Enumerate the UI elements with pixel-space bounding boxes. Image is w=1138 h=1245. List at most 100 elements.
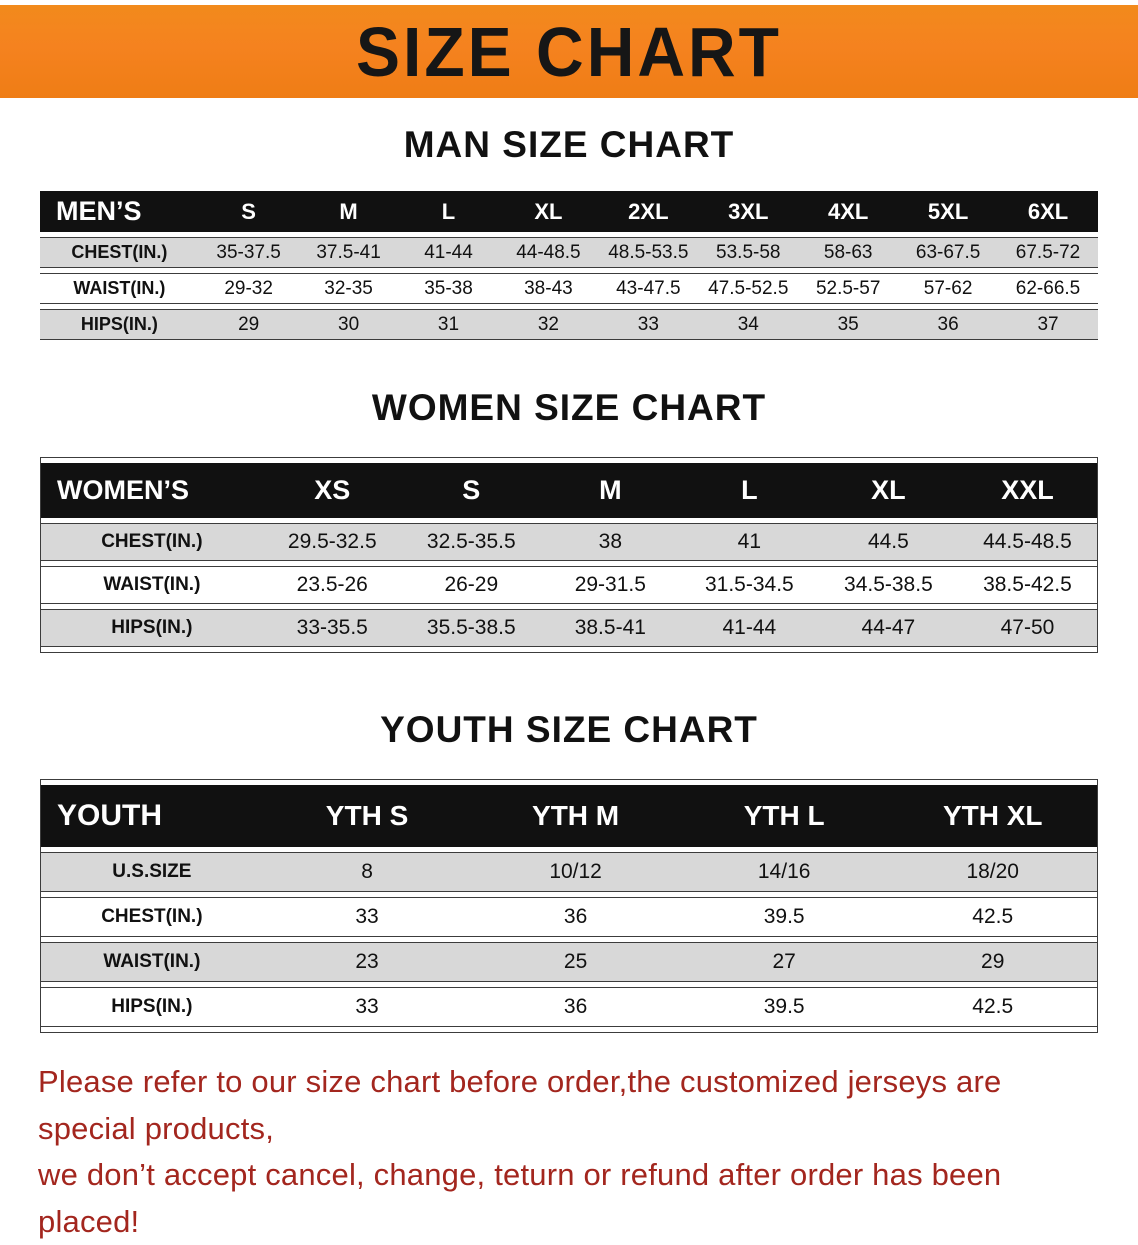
size-value-cell: 44.5-48.5 bbox=[957, 523, 1097, 561]
size-value-cell: 29-32 bbox=[198, 273, 299, 304]
table-row: HIPS(IN.) 33-35.5 35.5-38.5 38.5-41 41-44 44-… bbox=[41, 609, 1097, 647]
size-value-cell: 27 bbox=[679, 942, 889, 982]
table-row: CHEST(IN.) 29.5-32.5 32.5-35.5 38 41 44.5 44.5… bbox=[41, 523, 1097, 561]
size-value-cell: 44-48.5 bbox=[498, 237, 599, 268]
size-value-cell: 62-66.5 bbox=[998, 273, 1098, 304]
size-value-cell: 47.5-52.5 bbox=[698, 273, 799, 304]
size-value-cell: 42.5 bbox=[888, 987, 1097, 1027]
size-value-cell: 14/16 bbox=[679, 852, 889, 892]
size-value-cell: 23.5-26 bbox=[262, 566, 402, 604]
size-value-cell: 29 bbox=[198, 309, 299, 340]
size-value-cell: 48.5-53.5 bbox=[598, 237, 699, 268]
size-value-cell: 35-37.5 bbox=[198, 237, 299, 268]
size-column-header: M bbox=[298, 191, 399, 232]
table-row: WAIST(IN.) 29-32 32-35 35-38 38-43 43-47.5 47.… bbox=[40, 273, 1098, 304]
men-size-table: MEN’S S M L XL 2XL 3XL 4XL 5XL 6XL CHEST(IN.) 35-37… bbox=[40, 186, 1098, 345]
row-label-cell: HIPS(IN.) bbox=[40, 309, 199, 340]
size-value-cell: 47-50 bbox=[957, 609, 1097, 647]
size-value-cell: 29.5-32.5 bbox=[262, 523, 402, 561]
size-value-cell: 36 bbox=[471, 987, 680, 1027]
women-size-table: WOMEN’S XS S M L XL XXL CHEST(IN.) 29.5-32.5 32.5… bbox=[41, 458, 1097, 652]
size-column-header: YTH S bbox=[262, 785, 472, 847]
size-column-header: 3XL bbox=[698, 191, 799, 232]
size-column-header: L bbox=[398, 191, 499, 232]
size-value-cell: 32.5-35.5 bbox=[401, 523, 541, 561]
size-value-cell: 30 bbox=[298, 309, 399, 340]
size-value-cell: 35 bbox=[798, 309, 899, 340]
size-value-cell: 35-38 bbox=[398, 273, 499, 304]
size-value-cell: 52.5-57 bbox=[798, 273, 899, 304]
table-row: HIPS(IN.) 29 30 31 32 33 34 35 36 37 bbox=[40, 309, 1098, 340]
size-value-cell: 32-35 bbox=[298, 273, 399, 304]
table-title-cell: YOUTH bbox=[41, 785, 263, 847]
size-value-cell: 33 bbox=[598, 309, 699, 340]
size-value-cell: 10/12 bbox=[471, 852, 680, 892]
size-column-header: 6XL bbox=[998, 191, 1098, 232]
row-label-cell: WAIST(IN.) bbox=[41, 566, 263, 604]
size-value-cell: 26-29 bbox=[401, 566, 541, 604]
size-value-cell: 44.5 bbox=[818, 523, 958, 561]
footer-notice-line2: we don’t accept cancel, change, teturn o… bbox=[38, 1157, 1002, 1239]
size-column-header: 4XL bbox=[798, 191, 899, 232]
size-value-cell: 8 bbox=[262, 852, 472, 892]
size-value-cell: 41-44 bbox=[398, 237, 499, 268]
footer-notice-line1: Please refer to our size chart before or… bbox=[38, 1064, 1002, 1146]
size-value-cell: 38.5-41 bbox=[540, 609, 680, 647]
size-column-header: YTH XL bbox=[888, 785, 1097, 847]
women-table-frame: WOMEN’S XS S M L XL XXL CHEST(IN.) 29.5-32.5 32.5… bbox=[40, 457, 1098, 653]
table-title-cell: MEN’S bbox=[40, 191, 199, 232]
row-label-cell: WAIST(IN.) bbox=[40, 273, 199, 304]
youth-size-table: YOUTH YTH S YTH M YTH L YTH XL U.S.SIZE 8 10/12… bbox=[41, 780, 1097, 1032]
size-value-cell: 29 bbox=[888, 942, 1097, 982]
size-column-header: M bbox=[540, 463, 680, 518]
header-row: YOUTH YTH S YTH M YTH L YTH XL bbox=[41, 785, 1097, 847]
table-row: WAIST(IN.) 23 25 27 29 bbox=[41, 942, 1097, 982]
size-value-cell: 58-63 bbox=[798, 237, 899, 268]
size-value-cell: 41-44 bbox=[679, 609, 819, 647]
header-row: WOMEN’S XS S M L XL XXL bbox=[41, 463, 1097, 518]
size-value-cell: 32 bbox=[498, 309, 599, 340]
men-chart-heading: MAN SIZE CHART bbox=[403, 124, 735, 165]
size-column-header: 5XL bbox=[898, 191, 999, 232]
row-label-cell: CHEST(IN.) bbox=[40, 237, 199, 268]
size-column-header: S bbox=[401, 463, 541, 518]
size-column-header: YTH M bbox=[471, 785, 680, 847]
size-value-cell: 39.5 bbox=[679, 987, 889, 1027]
size-value-cell: 41 bbox=[679, 523, 819, 561]
size-value-cell: 34 bbox=[698, 309, 799, 340]
size-value-cell: 35.5-38.5 bbox=[401, 609, 541, 647]
size-value-cell: 39.5 bbox=[679, 897, 889, 937]
size-value-cell: 43-47.5 bbox=[598, 273, 699, 304]
size-value-cell: 37.5-41 bbox=[298, 237, 399, 268]
row-label-cell: CHEST(IN.) bbox=[41, 523, 263, 561]
size-value-cell: 63-67.5 bbox=[898, 237, 999, 268]
size-value-cell: 33-35.5 bbox=[262, 609, 402, 647]
size-value-cell: 33 bbox=[262, 987, 472, 1027]
size-value-cell: 38 bbox=[540, 523, 680, 561]
size-value-cell: 38-43 bbox=[498, 273, 599, 304]
size-value-cell: 42.5 bbox=[888, 897, 1097, 937]
footer-notice: Please refer to our size chart before or… bbox=[38, 1059, 1100, 1245]
size-value-cell: 23 bbox=[262, 942, 472, 982]
women-chart-heading: WOMEN SIZE CHART bbox=[371, 387, 767, 428]
size-value-cell: 33 bbox=[262, 897, 472, 937]
size-value-cell: 67.5-72 bbox=[998, 237, 1098, 268]
youth-chart-heading: YOUTH SIZE CHART bbox=[380, 709, 758, 750]
table-row: U.S.SIZE 8 10/12 14/16 18/20 bbox=[41, 852, 1097, 892]
size-value-cell: 36 bbox=[898, 309, 999, 340]
size-column-header: 2XL bbox=[598, 191, 699, 232]
row-label-cell: CHEST(IN.) bbox=[41, 897, 263, 937]
size-value-cell: 53.5-58 bbox=[698, 237, 799, 268]
row-label-cell: WAIST(IN.) bbox=[41, 942, 263, 982]
size-value-cell: 44-47 bbox=[818, 609, 958, 647]
size-value-cell: 25 bbox=[471, 942, 680, 982]
size-value-cell: 34.5-38.5 bbox=[818, 566, 958, 604]
size-column-header: XXL bbox=[957, 463, 1097, 518]
size-column-header: YTH L bbox=[679, 785, 889, 847]
youth-table-frame: YOUTH YTH S YTH M YTH L YTH XL U.S.SIZE 8 10/12… bbox=[40, 779, 1098, 1033]
banner-title: SIZE CHART bbox=[356, 12, 782, 91]
header-row: MEN’S S M L XL 2XL 3XL 4XL 5XL 6XL bbox=[40, 191, 1098, 232]
table-row: CHEST(IN.) 33 36 39.5 42.5 bbox=[41, 897, 1097, 937]
table-row: HIPS(IN.) 33 36 39.5 42.5 bbox=[41, 987, 1097, 1027]
size-column-header: XL bbox=[498, 191, 599, 232]
